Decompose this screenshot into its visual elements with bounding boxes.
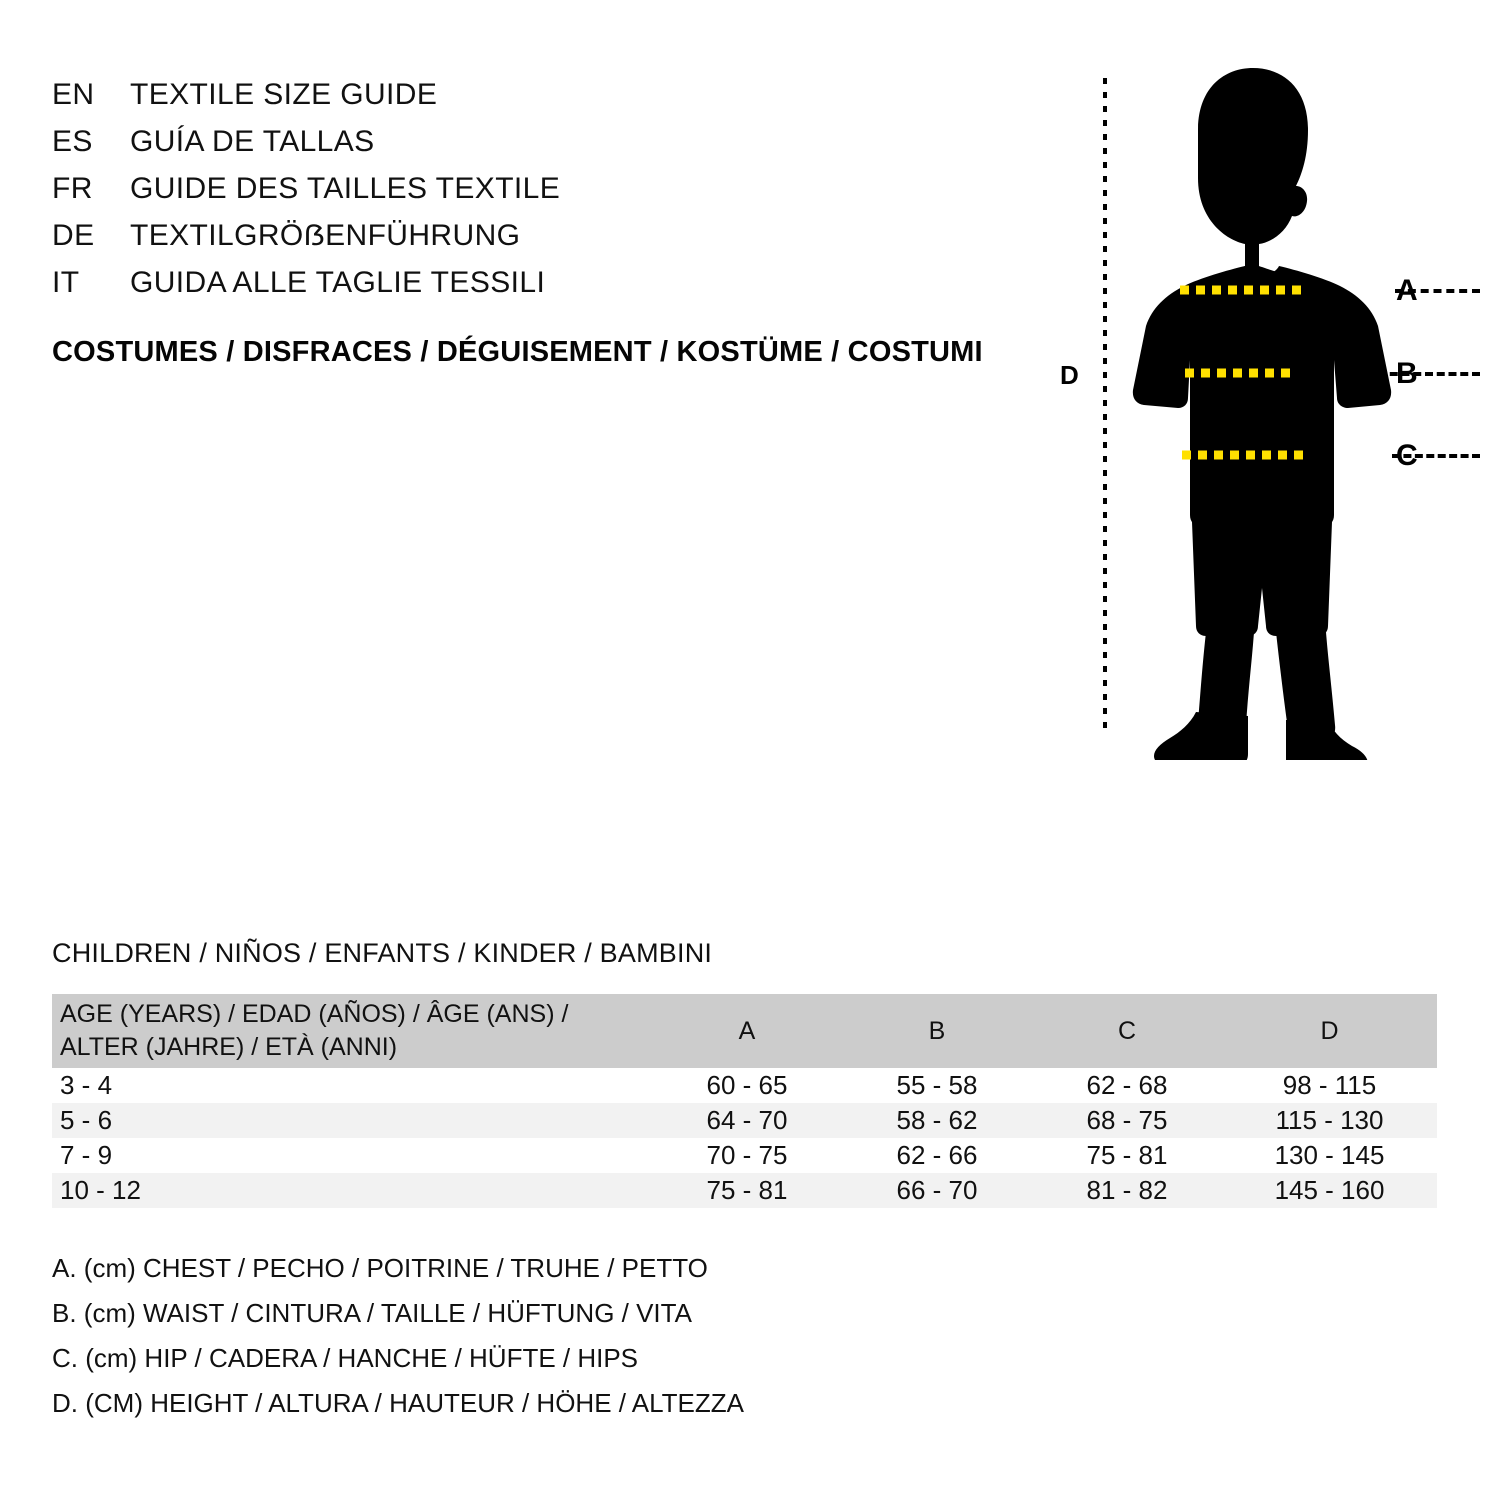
language-code-en: EN bbox=[52, 78, 95, 111]
silhouette-body bbox=[1132, 68, 1392, 760]
legend-item-b: B. (cm) WAIST / CINTURA / TAILLE / HÜFTU… bbox=[52, 1298, 692, 1328]
cell-age: 3 - 4 bbox=[52, 1068, 652, 1103]
table-row: 3 - 4 60 - 65 55 - 58 62 - 68 98 - 115 bbox=[52, 1068, 1437, 1103]
cell-age: 7 - 9 bbox=[52, 1138, 652, 1173]
column-header-d: D bbox=[1222, 994, 1437, 1068]
table-row: 5 - 6 64 - 70 58 - 62 68 - 75 115 - 130 bbox=[52, 1103, 1437, 1138]
size-diagram: A B C D bbox=[1040, 60, 1480, 760]
language-row-en: EN TEXTILE SIZE GUIDE bbox=[52, 78, 952, 125]
column-header-c: C bbox=[1032, 994, 1222, 1068]
cell-d: 98 - 115 bbox=[1222, 1068, 1437, 1103]
column-header-a: A bbox=[652, 994, 842, 1068]
cell-d: 130 - 145 bbox=[1222, 1138, 1437, 1173]
table-header-row: AGE (YEARS) / EDAD (AÑOS) / ÂGE (ANS) / … bbox=[52, 994, 1437, 1068]
cell-b: 58 - 62 bbox=[842, 1103, 1032, 1138]
size-table-head: AGE (YEARS) / EDAD (AÑOS) / ÂGE (ANS) / … bbox=[52, 994, 1437, 1068]
cell-c: 81 - 82 bbox=[1032, 1173, 1222, 1208]
category-heading: COSTUMES / DISFRACES / DÉGUISEMENT / KOS… bbox=[52, 336, 983, 368]
language-title-list: EN TEXTILE SIZE GUIDE ES GUÍA DE TALLAS … bbox=[52, 78, 952, 313]
language-code-de: DE bbox=[52, 219, 95, 252]
table-row: 10 - 12 75 - 81 66 - 70 81 - 82 145 - 16… bbox=[52, 1173, 1437, 1208]
label-c: C bbox=[1396, 439, 1418, 472]
column-header-age-line2: ALTER (JAHRE) / ETÀ (ANNI) bbox=[60, 1033, 398, 1061]
language-code-es: ES bbox=[52, 125, 93, 158]
cell-c: 75 - 81 bbox=[1032, 1138, 1222, 1173]
legend-item-c: C. (cm) HIP / CADERA / HANCHE / HÜFTE / … bbox=[52, 1343, 639, 1373]
column-header-b: B bbox=[842, 994, 1032, 1068]
legend-item-a: A. (cm) CHEST / PECHO / POITRINE / TRUHE… bbox=[52, 1253, 708, 1283]
chest-leader-line bbox=[1395, 289, 1480, 293]
size-table-body: 3 - 4 60 - 65 55 - 58 62 - 68 98 - 115 5… bbox=[52, 1068, 1437, 1208]
waist-leader-line bbox=[1378, 372, 1480, 376]
language-row-es: ES GUÍA DE TALLAS bbox=[52, 125, 952, 172]
language-title-en: TEXTILE SIZE GUIDE bbox=[130, 78, 438, 111]
cell-c: 68 - 75 bbox=[1032, 1103, 1222, 1138]
child-silhouette-icon bbox=[1103, 68, 1392, 760]
cell-a: 60 - 65 bbox=[652, 1068, 842, 1103]
language-row-fr: FR GUIDE DES TAILLES TEXTILE bbox=[52, 172, 952, 219]
cell-b: 66 - 70 bbox=[842, 1173, 1032, 1208]
cell-a: 75 - 81 bbox=[652, 1173, 842, 1208]
size-table: AGE (YEARS) / EDAD (AÑOS) / ÂGE (ANS) / … bbox=[52, 994, 1437, 1208]
language-row-it: IT GUIDA ALLE TAGLIE TESSILI bbox=[52, 266, 952, 313]
table-row: 7 - 9 70 - 75 62 - 66 75 - 81 130 - 145 bbox=[52, 1138, 1437, 1173]
cell-a: 70 - 75 bbox=[652, 1138, 842, 1173]
language-title-it: GUIDA ALLE TAGLIE TESSILI bbox=[130, 266, 546, 299]
column-header-age-line1: AGE (YEARS) / EDAD (AÑOS) / ÂGE (ANS) / bbox=[60, 1000, 569, 1028]
language-code-fr: FR bbox=[52, 172, 93, 205]
hip-leader-line bbox=[1392, 454, 1480, 458]
label-a: A bbox=[1396, 274, 1418, 307]
language-title-es: GUÍA DE TALLAS bbox=[130, 125, 375, 158]
cell-a: 64 - 70 bbox=[652, 1103, 842, 1138]
cell-age: 5 - 6 bbox=[52, 1103, 652, 1138]
language-code-it: IT bbox=[52, 266, 80, 299]
cell-d: 145 - 160 bbox=[1222, 1173, 1437, 1208]
label-d: D bbox=[1060, 360, 1079, 390]
group-heading: CHILDREN / NIÑOS / ENFANTS / KINDER / BA… bbox=[52, 938, 713, 968]
language-title-de: TEXTILGRÖẞENFÜHRUNG bbox=[130, 219, 521, 252]
cell-age: 10 - 12 bbox=[52, 1173, 652, 1208]
column-header-age: AGE (YEARS) / EDAD (AÑOS) / ÂGE (ANS) / … bbox=[52, 994, 652, 1068]
cell-b: 62 - 66 bbox=[842, 1138, 1032, 1173]
legend-item-d: D. (CM) HEIGHT / ALTURA / HAUTEUR / HÖHE… bbox=[52, 1388, 744, 1418]
measurement-legend: A. (cm) CHEST / PECHO / POITRINE / TRUHE… bbox=[52, 1252, 744, 1432]
label-b: B bbox=[1396, 357, 1418, 390]
cell-b: 55 - 58 bbox=[842, 1068, 1032, 1103]
language-row-de: DE TEXTILGRÖẞENFÜHRUNG bbox=[52, 219, 952, 266]
cell-d: 115 - 130 bbox=[1222, 1103, 1437, 1138]
language-title-fr: GUIDE DES TAILLES TEXTILE bbox=[130, 172, 561, 205]
cell-c: 62 - 68 bbox=[1032, 1068, 1222, 1103]
